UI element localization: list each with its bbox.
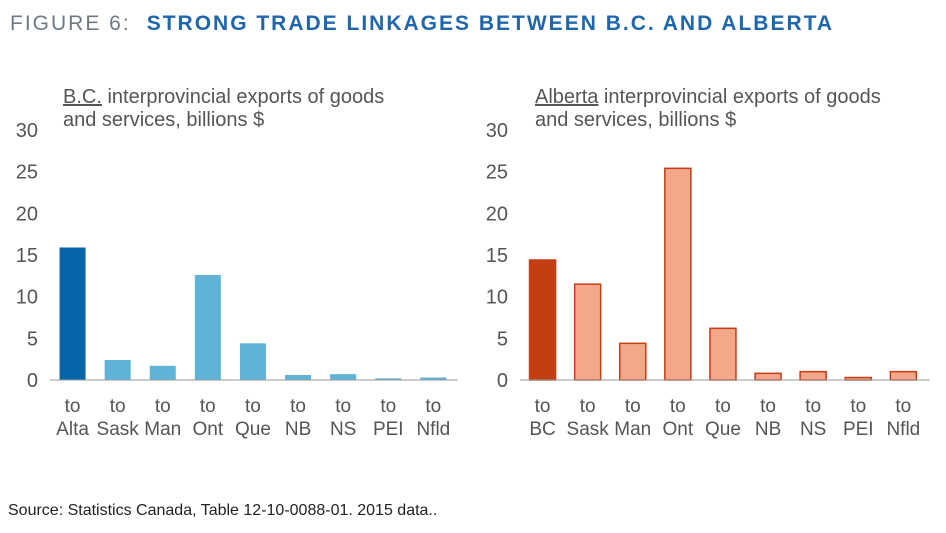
ab-x-tick-label: NB	[755, 419, 781, 440]
ab-x-tick-label-top: to	[625, 396, 641, 417]
ab-x-tick-label-top: to	[760, 396, 776, 417]
bc-y-tick-label: 25	[16, 162, 38, 184]
bc-bar-que	[239, 343, 266, 380]
bc-x-tick-label-top: to	[65, 396, 81, 417]
bc-x-tick-label-top: to	[155, 396, 171, 417]
bc-x-tick-label: Sask	[97, 419, 140, 440]
bc-x-tick-label: Que	[235, 419, 271, 440]
bc-x-tick-label: NS	[330, 419, 356, 440]
ab-x-tick-label-top: to	[850, 396, 866, 417]
ab-y-tick-label: 30	[486, 120, 508, 142]
ab-x-tick-label: BC	[529, 419, 555, 440]
ab-x-tick-label: Nfld	[886, 419, 920, 440]
ab-y-tick-label: 0	[497, 370, 508, 392]
ab-x-tick-label-top: to	[670, 396, 686, 417]
ab-bar-nfld	[889, 370, 918, 381]
ab-x-tick-label: PEI	[843, 419, 874, 440]
ab-x-tick-label: Man	[614, 419, 651, 440]
bc-y-tick-label: 10	[16, 287, 38, 309]
ab-chart-title-region: Alberta	[535, 86, 599, 108]
bc-x-tick-label: Nfld	[416, 419, 450, 440]
bc-y-tick-label: 5	[27, 328, 38, 350]
ab-x-tick-label-top: to	[715, 396, 731, 417]
ab-y-tick-label: 25	[486, 162, 508, 184]
bc-chart-title-region: B.C.	[63, 86, 102, 108]
figure-header: FIGURE 6: STRONG TRADE LINKAGES BETWEEN B…	[10, 10, 834, 38]
bc-y-tick-label: 20	[16, 203, 38, 225]
ab-bar-que	[709, 327, 737, 381]
bc-chart: B.C. interprovincial exports of goodsand…	[16, 86, 458, 440]
bc-x-tick-label-top: to	[110, 396, 126, 417]
ab-bar-man	[619, 342, 647, 381]
bc-chart-title-line2: and services, billions $	[63, 109, 264, 131]
ab-bar-bc	[528, 259, 557, 381]
ab-chart-title-rest: interprovincial exports of goods	[598, 86, 880, 108]
ab-y-tick-label: 5	[497, 328, 508, 350]
ab-x-tick-label-top: to	[535, 396, 551, 417]
ab-x-tick-label-top: to	[805, 396, 821, 417]
ab-x-tick-label: NS	[800, 419, 826, 440]
figure-title: STRONG TRADE LINKAGES BETWEEN B.C. AND A…	[146, 12, 835, 35]
bc-bar-nfld	[420, 377, 447, 380]
ab-bar-sask	[573, 283, 602, 381]
bc-x-tick-label-top: to	[290, 396, 306, 417]
figure-label: FIGURE 6:	[10, 12, 131, 35]
bc-y-tick-label: 30	[16, 120, 38, 142]
ab-y-tick-label: 20	[486, 203, 508, 225]
ab-x-tick-label-top: to	[895, 396, 911, 417]
bc-bar-pei	[375, 378, 402, 380]
ab-x-tick-label: Que	[705, 419, 741, 440]
bc-x-tick-label: Ont	[193, 419, 224, 440]
bc-x-tick-label: Man	[144, 419, 181, 440]
bc-x-tick-label-top: to	[245, 396, 261, 417]
bc-bar-alta	[59, 247, 86, 380]
bc-bar-sask	[104, 360, 131, 380]
bc-x-tick-label-top: to	[380, 396, 396, 417]
bc-bar-ont	[194, 275, 221, 380]
bc-x-tick-label-top: to	[425, 396, 441, 417]
ab-x-tick-label-top: to	[580, 396, 596, 417]
bc-x-tick-label-top: to	[200, 396, 216, 417]
bc-x-tick-label-top: to	[335, 396, 351, 417]
ab-chart-title-line2: and services, billions $	[535, 109, 736, 131]
source-note: Source: Statistics Canada, Table 12-10-0…	[8, 502, 438, 519]
ab-x-tick-label: Ont	[663, 419, 694, 440]
bc-bar-nb	[285, 375, 312, 380]
bc-bar-man	[149, 365, 176, 380]
ab-bar-ns	[799, 370, 827, 381]
ab-y-tick-label: 10	[486, 287, 508, 309]
ab-bar-ont	[664, 167, 692, 381]
bc-chart-title-line1: B.C. interprovincial exports of goods	[63, 86, 384, 108]
bc-bar-ns	[330, 374, 357, 380]
bc-chart-title-rest: interprovincial exports of goods	[102, 86, 384, 108]
ab-x-tick-label: Sask	[567, 419, 610, 440]
bc-x-tick-label: NB	[285, 419, 311, 440]
ab-bar-nb	[754, 372, 782, 381]
ab-chart-title-line1: Alberta interprovincial exports of goods	[535, 86, 881, 108]
ab-y-tick-label: 15	[486, 245, 508, 267]
bc-y-tick-label: 0	[27, 370, 38, 392]
bc-y-tick-label: 15	[16, 245, 38, 267]
bc-x-tick-label: PEI	[373, 419, 404, 440]
ab-chart: Alberta interprovincial exports of goods…	[486, 86, 930, 440]
bc-x-tick-label: Alta	[56, 419, 89, 440]
